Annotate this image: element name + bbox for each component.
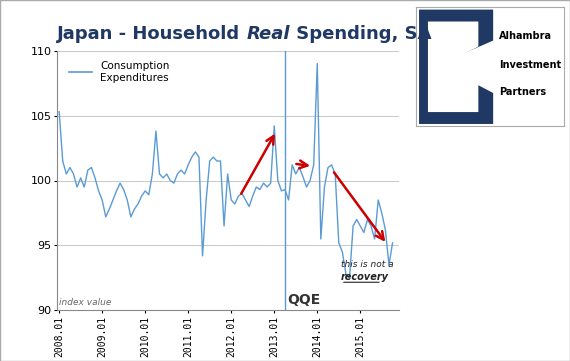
Text: Real: Real bbox=[246, 25, 290, 43]
Text: Partners: Partners bbox=[499, 87, 546, 97]
Text: Japan - Household: Japan - Household bbox=[57, 25, 246, 43]
Text: index value: index value bbox=[59, 297, 112, 306]
Text: Investment: Investment bbox=[499, 60, 561, 70]
Text: this is not a: this is not a bbox=[341, 261, 393, 269]
Text: recovery: recovery bbox=[341, 272, 389, 282]
Polygon shape bbox=[428, 22, 478, 112]
Polygon shape bbox=[419, 10, 493, 124]
Text: Spending, SA: Spending, SA bbox=[290, 25, 431, 43]
Legend: Consumption
Expenditures: Consumption Expenditures bbox=[66, 58, 173, 86]
Text: Alhambra: Alhambra bbox=[499, 31, 552, 41]
Text: QQE: QQE bbox=[287, 292, 320, 306]
